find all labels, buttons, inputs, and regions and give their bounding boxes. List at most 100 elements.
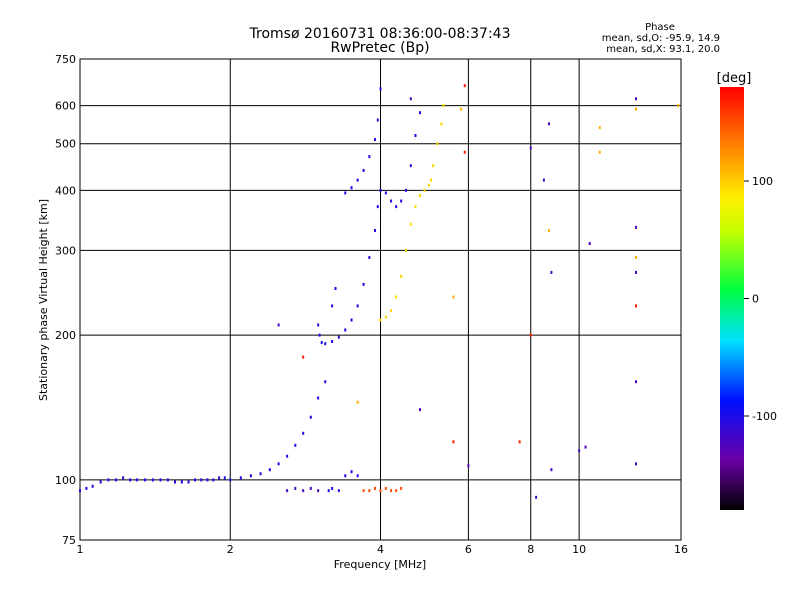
data-point xyxy=(350,186,353,190)
data-point xyxy=(302,489,305,493)
data-point xyxy=(634,255,637,259)
data-point xyxy=(356,474,359,478)
data-point xyxy=(409,97,412,101)
data-point xyxy=(547,228,550,232)
data-point xyxy=(384,191,387,195)
data-points xyxy=(79,84,680,499)
data-point xyxy=(634,462,637,466)
chart-subtitle: RwPretec (Bp) xyxy=(330,40,430,56)
data-point xyxy=(166,478,169,482)
data-point xyxy=(634,107,637,111)
data-point xyxy=(324,380,327,384)
data-point xyxy=(331,339,334,343)
data-point xyxy=(634,97,637,101)
data-point xyxy=(173,480,176,484)
x-tick-label: 6 xyxy=(465,543,472,556)
data-point xyxy=(427,183,430,187)
data-point xyxy=(578,449,581,453)
y-tick-label: 750 xyxy=(55,53,76,66)
data-point xyxy=(218,476,221,480)
data-point xyxy=(151,478,154,482)
data-point xyxy=(268,468,271,472)
data-point xyxy=(634,304,637,308)
x-axis-label: Frequency [MHz] xyxy=(334,558,426,571)
data-point xyxy=(200,478,203,482)
stats-heading: Phase xyxy=(645,22,675,33)
data-point xyxy=(542,178,545,182)
data-point xyxy=(414,134,417,138)
data-point xyxy=(550,270,553,274)
colorbar-tick-label: 100 xyxy=(752,175,773,188)
colorbar-label: [deg] xyxy=(717,71,752,86)
data-point xyxy=(294,443,297,447)
data-point xyxy=(239,476,242,480)
data-point xyxy=(362,489,365,493)
x-tick-label: 8 xyxy=(527,543,534,556)
data-point xyxy=(400,486,403,490)
data-point xyxy=(550,468,553,472)
data-point xyxy=(144,478,147,482)
data-point xyxy=(362,168,365,172)
data-point xyxy=(535,495,538,499)
data-point xyxy=(294,486,297,490)
data-point xyxy=(598,126,601,130)
data-point xyxy=(317,396,320,400)
data-point xyxy=(395,489,398,493)
data-point xyxy=(400,199,403,203)
data-point xyxy=(436,142,439,146)
data-point xyxy=(400,274,403,278)
data-point xyxy=(194,478,197,482)
x-tick-label: 16 xyxy=(674,543,688,556)
data-point xyxy=(99,480,102,484)
data-point xyxy=(129,478,132,482)
data-point xyxy=(374,486,377,490)
colorbar-tick-label: -100 xyxy=(752,410,777,423)
data-point xyxy=(85,486,88,490)
data-point xyxy=(409,222,412,226)
grid-lines xyxy=(80,59,681,540)
data-point xyxy=(463,150,466,154)
y-tick-label: 100 xyxy=(55,474,76,487)
data-point xyxy=(405,188,408,192)
data-point xyxy=(379,318,382,322)
data-point xyxy=(327,489,330,493)
data-point xyxy=(634,380,637,384)
y-tick-label: 400 xyxy=(55,184,76,197)
data-point xyxy=(379,489,382,493)
data-point xyxy=(588,242,591,246)
data-point xyxy=(122,476,125,480)
data-point xyxy=(180,480,183,484)
data-point xyxy=(223,476,226,480)
y-tick-label: 75 xyxy=(62,534,76,547)
data-point xyxy=(390,199,393,203)
data-point xyxy=(376,205,379,209)
data-point xyxy=(317,323,320,327)
data-point xyxy=(432,164,435,168)
data-point xyxy=(318,333,321,337)
data-point xyxy=(467,464,470,468)
data-point xyxy=(91,484,94,488)
data-point xyxy=(337,489,340,493)
data-point xyxy=(159,478,162,482)
x-tick-label: 1 xyxy=(77,543,84,556)
data-point xyxy=(374,228,377,232)
data-point xyxy=(337,335,340,339)
data-point xyxy=(460,107,463,111)
data-point xyxy=(374,138,377,142)
data-point xyxy=(442,104,445,108)
data-point xyxy=(135,478,138,482)
data-point xyxy=(362,282,365,286)
x-tick-label: 10 xyxy=(572,543,586,556)
data-point xyxy=(379,87,382,91)
phase-statistics: Phase mean, sd,O: -95.9, 14.9 mean, sd,X… xyxy=(600,22,720,55)
data-point xyxy=(368,489,371,493)
data-point xyxy=(395,295,398,299)
y-axis-ticks: 75 100 200 300 400 500 600 750 xyxy=(55,53,76,547)
colorbar xyxy=(720,87,744,510)
data-point xyxy=(259,472,262,476)
data-point xyxy=(677,104,680,108)
data-point xyxy=(302,355,305,359)
data-point xyxy=(419,408,422,412)
chart-title: Tromsø 20160731 08:36:00-08:37:43 xyxy=(249,26,511,42)
data-point xyxy=(324,342,327,346)
